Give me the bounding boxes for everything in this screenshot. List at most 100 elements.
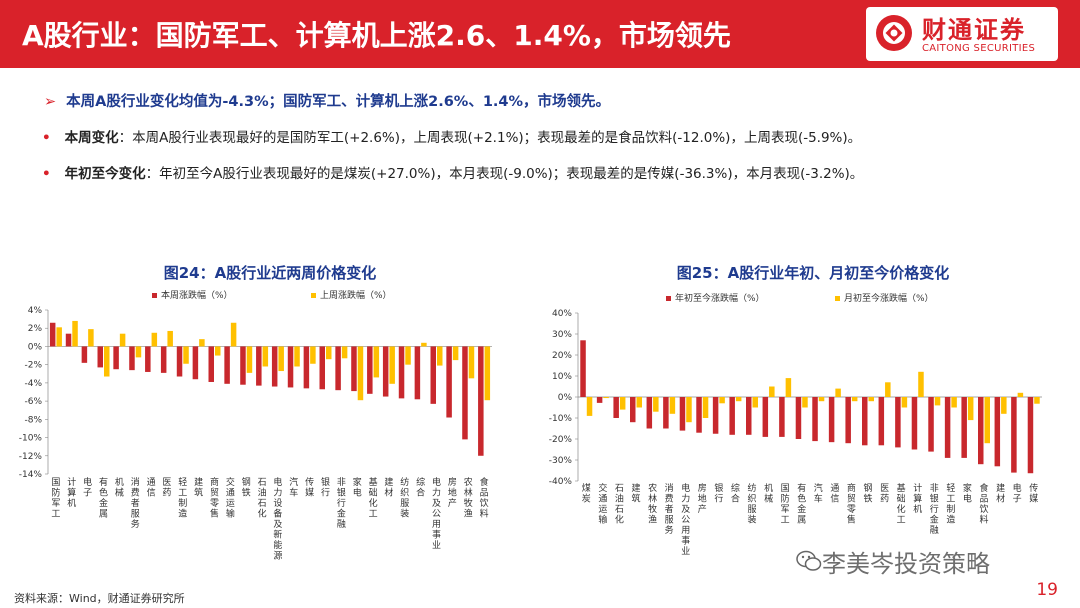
x-tick-label: 商贸零售 xyxy=(210,476,219,520)
legend-swatch xyxy=(311,293,316,298)
bar-primary xyxy=(113,346,119,370)
bar-secondary xyxy=(1017,392,1024,397)
bar-secondary xyxy=(636,397,642,408)
x-tick-label: 基础化工 xyxy=(369,476,378,520)
bar-secondary xyxy=(669,397,676,414)
x-tick-label: 家电 xyxy=(353,476,362,499)
bar-primary xyxy=(779,397,785,437)
y-tick-label: -2% xyxy=(24,361,42,371)
watermark-text: 李美岑投资策略 xyxy=(822,550,990,578)
y-tick-label: 4% xyxy=(28,306,43,316)
weekly-change-key: 本周变化 xyxy=(64,130,119,146)
legend-swatch xyxy=(666,296,671,301)
bar-primary xyxy=(65,333,72,347)
bar-primary xyxy=(944,397,951,458)
x-tick-label: 房地产 xyxy=(448,476,457,509)
logo-english-name: CAITONG SECURITIES xyxy=(922,43,1036,54)
bar-primary xyxy=(812,397,818,442)
bar-primary xyxy=(895,397,901,448)
x-tick-label: 农林牧渔 xyxy=(464,476,473,520)
x-tick-label: 国防军工 xyxy=(51,477,60,520)
legend-swatch xyxy=(152,293,157,298)
x-tick-label: 传媒 xyxy=(305,476,314,499)
x-tick-label: 电力及公用事业 xyxy=(681,482,690,557)
x-tick-label: 家电 xyxy=(963,482,972,505)
bar-secondary xyxy=(56,327,62,347)
page-number: 19 xyxy=(1036,580,1058,600)
bar-secondary xyxy=(246,346,253,373)
x-tick-label: 房地产 xyxy=(698,482,707,515)
x-tick-label: 机械 xyxy=(764,482,773,505)
bar-secondary xyxy=(262,346,269,367)
x-tick-label: 银行 xyxy=(714,482,723,505)
bar-primary xyxy=(596,397,603,403)
bar-secondary xyxy=(230,322,237,347)
summary-text: 本周A股行业变化均值为-4.3%；国防军工、计算机上涨2.6%、1.4%，市场领… xyxy=(66,94,611,110)
bar-secondary xyxy=(167,330,173,347)
company-logo: 财通证券 CAITONG SECURITIES xyxy=(866,7,1058,61)
bar-secondary xyxy=(885,382,891,397)
weekly-change-text: ：本周A股行业表现最好的是国防军工(+2.6%)，上周表现(+2.1%)；表现最… xyxy=(118,130,862,146)
x-tick-label: 纺织服装 xyxy=(400,476,409,520)
bar-secondary xyxy=(135,346,142,358)
bar-secondary xyxy=(373,346,380,378)
bar-secondary xyxy=(686,397,692,423)
bar-secondary xyxy=(603,397,609,399)
y-tick-label: -30% xyxy=(549,456,573,466)
x-tick-label: 商贸零售 xyxy=(847,482,856,526)
bar-primary xyxy=(446,346,452,418)
y-tick-label: -10% xyxy=(19,434,43,444)
y-tick-label: 40% xyxy=(552,309,572,319)
x-tick-label: 交通运输 xyxy=(598,482,607,526)
legend-label: 本周涨跌幅（%） xyxy=(161,289,233,301)
x-tick-label: 交通运输 xyxy=(226,476,235,520)
bar-primary xyxy=(430,346,436,404)
x-tick-label: 轻工制造 xyxy=(178,476,187,520)
y-tick-label: 20% xyxy=(552,351,572,361)
weekly-change-bullet: • 本周变化：本周A股行业表现最好的是国防军工(+2.6%)，上周表现(+2.1%… xyxy=(42,126,861,146)
x-tick-label: 钢铁 xyxy=(863,482,872,505)
bar-primary xyxy=(398,346,405,399)
y-tick-label: -6% xyxy=(24,397,42,407)
bar-primary xyxy=(97,346,103,368)
ytd-change-bar-chart: 年初至今涨跌幅（%） 月初至今涨跌幅（%） 40% 30% 20% 10% 0% -10% -2… xyxy=(549,292,1042,557)
bar-primary xyxy=(679,397,686,431)
bar-primary xyxy=(961,397,967,458)
x-tick-label: 农林牧渔 xyxy=(648,482,657,526)
bar-primary xyxy=(978,397,984,465)
bar-primary xyxy=(462,346,468,440)
legend-label: 月初至今涨跌幅（%） xyxy=(844,292,934,304)
y-tick-label: 30% xyxy=(552,330,572,340)
bar-secondary xyxy=(326,346,332,360)
bar-primary xyxy=(382,346,389,397)
chart-25-title: 图25：A股行业年初、月初至今价格变化 xyxy=(676,264,950,282)
title-banner: A股行业：国防军工、计算机上涨2.6、1.4%，市场领先 财通证券 CAITON… xyxy=(0,0,1080,68)
bar-primary xyxy=(762,397,769,437)
bar-primary xyxy=(224,346,230,384)
x-tick-label: 医药 xyxy=(162,477,171,499)
x-tick-label: 建材 xyxy=(384,476,393,499)
x-tick-label: 综合 xyxy=(731,482,740,505)
weekly-change-bar-chart: 本周涨跌幅（%） 上周涨跌幅（%） 4% 2% 0% -2% -4% -6% -8% -10% -1… xyxy=(19,289,492,562)
bar-primary xyxy=(319,346,325,390)
bar-secondary xyxy=(199,339,205,347)
summary-bullet: ➢ 本周A股行业变化均值为-4.3%；国防军工、计算机上涨2.6%、1.4%，市场… xyxy=(44,90,610,111)
x-tick-label: 计算机 xyxy=(913,482,922,515)
bar-primary xyxy=(192,346,199,380)
bar-primary xyxy=(994,397,1001,467)
y-tick-label: -20% xyxy=(549,435,573,445)
bar-primary xyxy=(630,397,636,423)
bar-secondary xyxy=(437,346,443,366)
x-tick-label: 基础化工 xyxy=(897,482,906,526)
x-tick-label: 计算机 xyxy=(67,476,76,509)
x-tick-label: 纺织服装 xyxy=(747,482,756,526)
bar-primary xyxy=(845,397,851,444)
bar-primary xyxy=(367,346,373,394)
bar-primary xyxy=(862,397,868,446)
x-tick-label: 非银行金融 xyxy=(337,476,346,530)
x-tick-label: 消费者服务 xyxy=(665,482,674,536)
bar-primary xyxy=(712,397,719,434)
bar-primary xyxy=(414,346,421,400)
x-tick-label: 建材 xyxy=(996,482,1005,505)
x-tick-label: 食品饮料 xyxy=(480,476,489,520)
